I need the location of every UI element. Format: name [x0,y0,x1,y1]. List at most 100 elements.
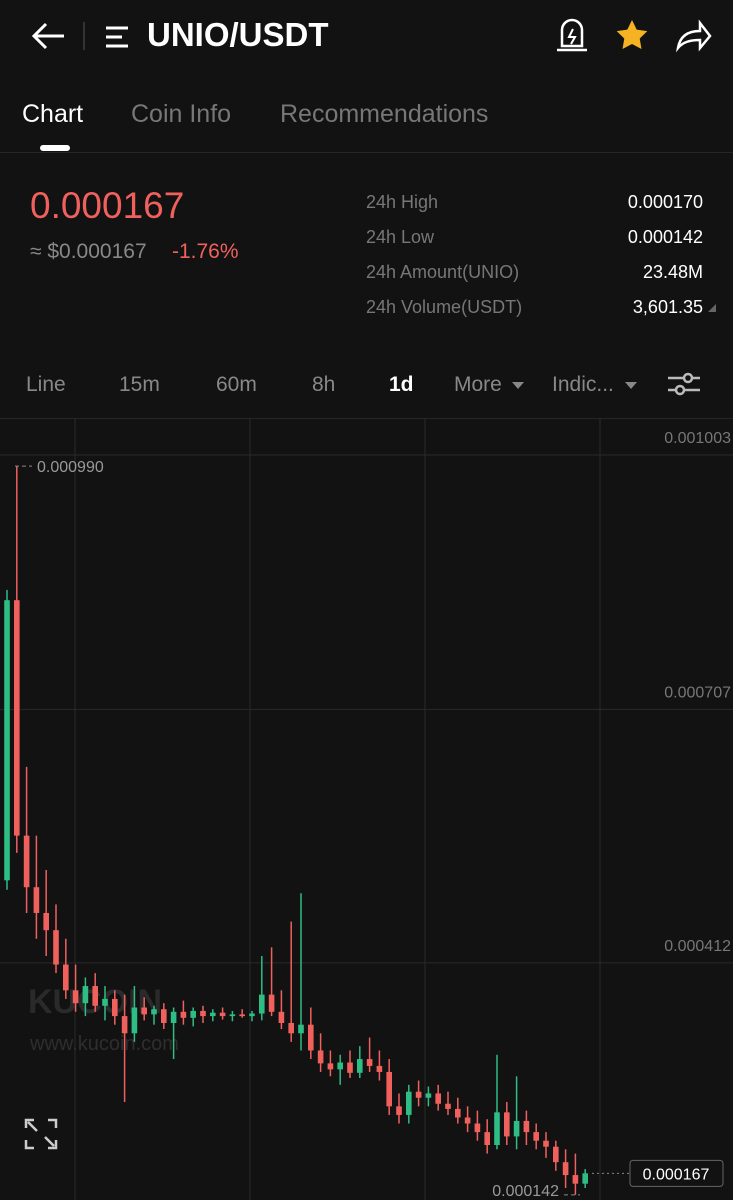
candle-body [366,1059,373,1066]
interval-tab[interactable]: 60m [216,373,257,396]
candle-body [14,600,20,836]
max-label: 0.000990 [37,459,104,476]
candle-body [268,994,275,1012]
candle-body [92,986,98,1006]
interval-dropdown[interactable]: More [454,373,502,396]
stat-value: 0.000170 [627,192,703,212]
y-tick-label: 0.000707 [664,684,731,701]
tab-indicator [40,145,70,151]
candle-body [415,1091,422,1098]
indicator-dropdown[interactable]: Indic... [552,373,614,396]
candle-body [200,1010,206,1017]
candle-body [33,887,40,913]
candle-body [523,1120,530,1133]
candle-body [376,1065,383,1072]
candle-body [513,1120,520,1137]
interval-tab[interactable]: 1d [389,373,414,396]
candle-body [317,1050,324,1064]
min-label: 0.000142 [492,1183,559,1200]
current-price-box [629,1159,724,1187]
candle-body [562,1162,569,1176]
candle-body [210,1012,216,1017]
candle-body [72,990,79,1004]
share-button[interactable] [676,19,712,53]
candle-body [504,1112,510,1137]
candle-body [239,1014,245,1017]
candle-body [151,1009,157,1015]
candle-body [161,1009,167,1023]
candle-body [249,1013,255,1017]
pair-title: UNIO/USDT [147,16,329,53]
interval-tab[interactable]: 15m [119,373,160,396]
candle-body [308,1024,314,1051]
candle-body [533,1132,539,1141]
candle-body [180,1011,187,1018]
candle-body [337,1062,343,1070]
candle-body [553,1146,559,1163]
settings-button[interactable] [664,368,704,400]
candle-body [406,1091,412,1115]
candle-body [494,1112,500,1146]
candle-body [298,1024,304,1034]
alert-button[interactable] [557,18,587,52]
stat-value: 3,601.35 [632,297,703,317]
candle-body [484,1132,490,1146]
candle-body [543,1140,549,1147]
menu-button[interactable] [106,26,128,48]
stat-value: 0.000142 [627,227,703,247]
candle-body [131,1007,138,1034]
divider [0,152,733,153]
candle-body [63,964,69,991]
candle-body [53,930,59,965]
tab[interactable]: Chart [22,100,84,128]
favorite-star[interactable] [616,20,648,49]
usd-price: ≈ $0.000167 [30,240,147,263]
y-tick-label: 0.000412 [664,938,731,955]
vertical-grid [74,418,601,1200]
candle-body [229,1014,236,1017]
candle-body [445,1103,451,1109]
stat-label: 24h Low [366,227,435,247]
tab[interactable]: Coin Info [131,100,232,128]
stat-label: 24h Volume(USDT) [366,297,523,317]
fullscreen-button[interactable] [24,1118,58,1150]
candle-body [572,1175,579,1184]
candle-body [121,1016,128,1034]
candle-body [219,1012,226,1017]
candle-body [327,1063,334,1070]
candle-body [582,1173,588,1184]
candle-body [112,998,118,1017]
stat-value: 23.48M [642,262,703,282]
stat-label: 24h Amount(UNIO) [366,262,520,282]
divider [0,418,733,419]
candle-body [170,1011,177,1023]
expand-caret [708,304,716,312]
interval-tab[interactable]: 8h [312,373,336,396]
y-tick-label: 0.001003 [664,430,731,447]
candle-body [474,1123,481,1133]
back-button[interactable] [31,22,64,50]
price-change: -1.76% [172,240,239,263]
tab[interactable]: Recommendations [280,100,489,128]
candle-body [4,600,10,881]
candle-body [347,1062,353,1073]
candle-body [190,1010,196,1018]
candle-body [435,1093,441,1104]
last-price: 0.000167 [30,185,185,226]
candle-body [455,1108,461,1118]
current-price-label: 0.000167 [643,1166,710,1183]
candle-body [425,1093,432,1098]
candle-body [43,912,49,931]
candle-body [357,1059,363,1073]
candle-body [82,986,89,1004]
candle-body [259,994,265,1014]
watermark-url: www.kucoin.com [29,1033,179,1055]
header-icons [31,18,712,53]
candle-body [288,1022,294,1034]
candle-body [141,1007,147,1015]
candle-body [23,835,30,888]
interval-tab[interactable]: Line [26,373,66,396]
candle-body [102,998,108,1006]
